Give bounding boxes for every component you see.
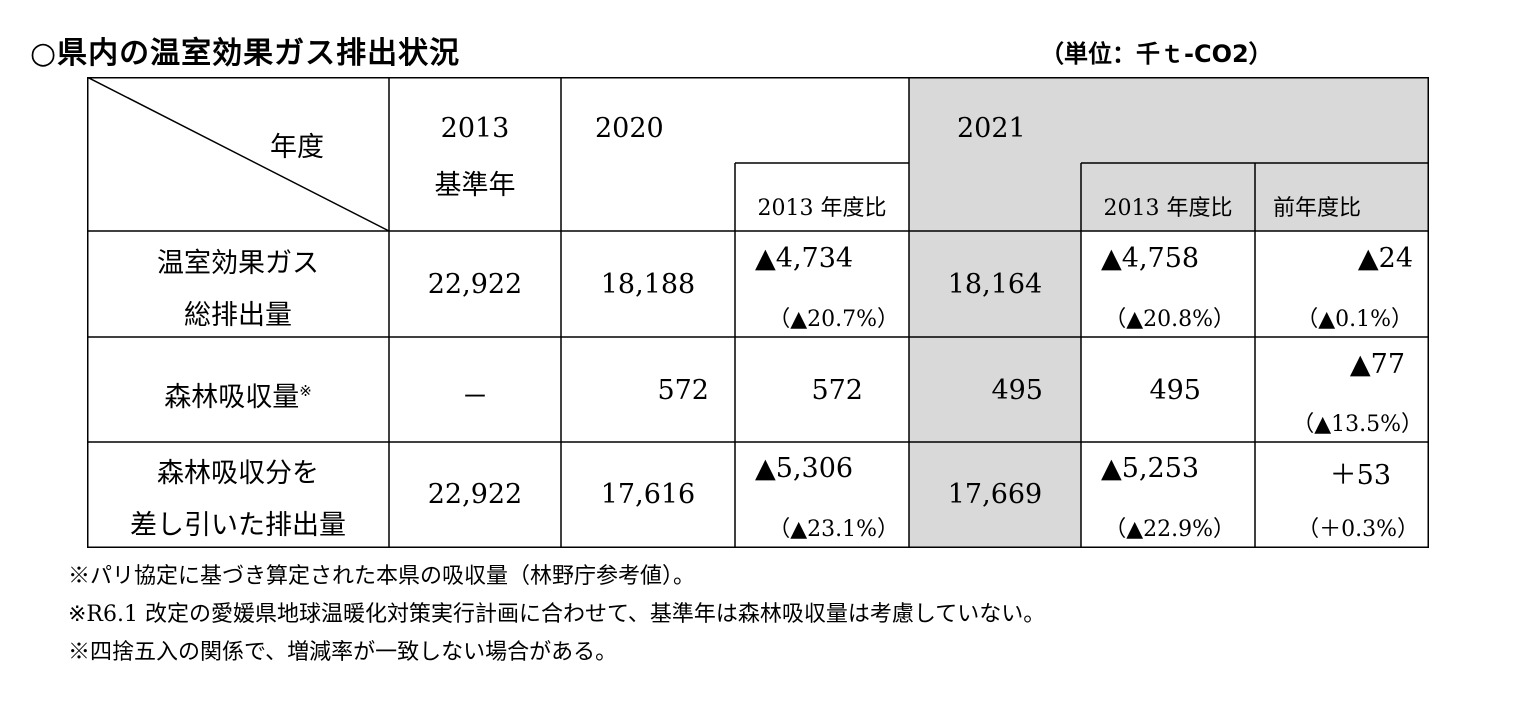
row1-2020-ratio-pct: （▲20.7%） <box>768 307 899 332</box>
footnotes: ※パリ協定に基づき算定された本県の吸収量（林野庁参考値）。 ※R6.1 改定の愛… <box>68 558 1045 672</box>
row2-2021-value: 495 <box>991 375 1043 406</box>
shade-2021-header <box>909 77 1429 231</box>
row2-2013-value: － <box>461 382 489 413</box>
shade-2021-value-col <box>909 231 1081 548</box>
footnote-1: ※パリ協定に基づき算定された本県の吸収量（林野庁参考値）。 <box>68 564 696 589</box>
row2-2020-ratio: 572 <box>811 375 863 406</box>
row1-2021-value: 18,164 <box>947 269 1043 300</box>
row3-2021-value: 17,669 <box>947 479 1043 510</box>
unit-label: （単位：千ｔ-CO2） <box>1040 40 1273 68</box>
header-2021-prev: 前年度比 <box>1273 196 1362 221</box>
row1-prev-pct: （▲0.1%） <box>1296 307 1413 332</box>
row2-label-text: 森林吸収量 <box>164 382 300 413</box>
row2-label: 森林吸収量※ <box>87 375 389 414</box>
row2-2020-value: 572 <box>657 375 709 406</box>
row3-2021-ratio: ▲5,253 <box>1101 453 1200 484</box>
row1-label-line2: 総排出量 <box>184 300 292 331</box>
row3-prev-value: ＋53 <box>1329 460 1391 491</box>
row3-2013-value: 22,922 <box>427 479 523 510</box>
row1-2021-ratio-pct: （▲20.8%） <box>1104 307 1235 332</box>
row3-label-line1: 森林吸収分を <box>157 458 319 489</box>
header-2021: 2021 <box>957 113 1026 144</box>
header-2021-ratio: 2013 年度比 <box>1103 196 1233 221</box>
footnote-3: ※四捨五入の関係で、増減率が一致しない場合がある。 <box>68 640 618 665</box>
header-year-label: 年度 <box>270 132 324 163</box>
table-grid <box>87 77 1429 548</box>
header-2020-ratio: 2013 年度比 <box>757 196 887 221</box>
row2-prev-value: ▲77 <box>1349 349 1405 380</box>
row1-2020-value: 18,188 <box>600 269 696 300</box>
row2-2021-ratio: 495 <box>1149 375 1201 406</box>
row1-prev-value: ▲24 <box>1357 243 1413 274</box>
row1-label-line1: 温室効果ガス <box>157 248 319 279</box>
footnote-2: ※R6.1 改定の愛媛県地球温暖化対策実行計画に合わせて、基準年は森林吸収量は考… <box>68 602 1046 627</box>
row1-2013-value: 22,922 <box>427 269 523 300</box>
header-2013-base: 基準年 <box>434 170 516 201</box>
header-2020: 2020 <box>595 113 664 144</box>
row3-2020-ratio-pct: （▲23.1%） <box>768 517 899 542</box>
row3-2021-ratio-pct: （▲22.9%） <box>1104 517 1235 542</box>
row1-2020-ratio: ▲4,734 <box>755 243 854 274</box>
row1-2021-ratio: ▲4,758 <box>1101 243 1200 274</box>
row2-prev-pct: （▲13.5%） <box>1292 412 1423 437</box>
emissions-table: 年度 2013 基準年 2020 2013 年度比 2021 2013 年度比 … <box>87 77 1429 548</box>
page-title: ○県内の温室効果ガス排出状況 <box>30 36 461 71</box>
header-2013: 2013 <box>440 113 510 144</box>
row3-2020-ratio: ▲5,306 <box>755 453 854 484</box>
row3-prev-pct: （＋0.3%） <box>1297 517 1419 542</box>
row3-label-line2: 差し引いた排出量 <box>130 510 346 541</box>
row2-label-mark: ※ <box>299 382 312 400</box>
row3-2020-value: 17,616 <box>600 479 696 510</box>
